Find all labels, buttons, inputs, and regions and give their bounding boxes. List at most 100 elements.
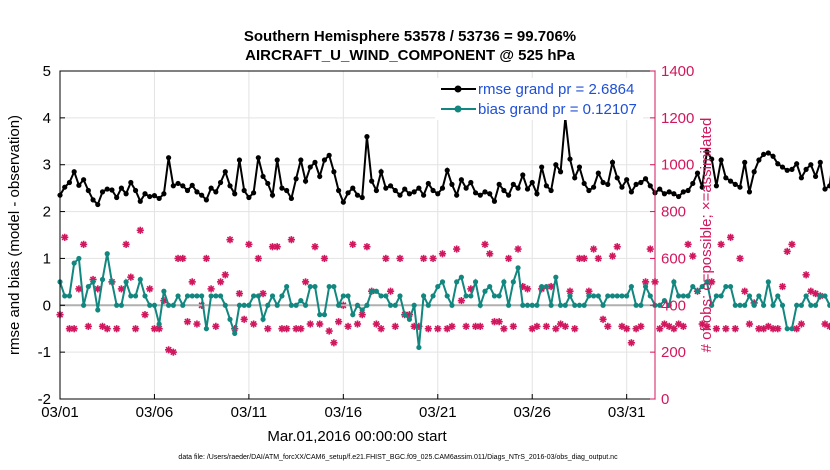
rmse-point [553, 162, 559, 168]
rmse-point [76, 182, 82, 188]
rmse-point [449, 181, 455, 187]
bias-point [279, 293, 285, 299]
y-left-tick-label: 2 [43, 204, 51, 221]
bias-point [685, 293, 691, 299]
rmse-point [312, 159, 318, 165]
bias-point [756, 293, 762, 299]
chart-title-line2: AIRCRAFT_U_WIND_COMPONENT @ 525 hPa [245, 47, 575, 64]
obs-point [193, 320, 201, 328]
bias-point [694, 288, 701, 294]
bias-point [85, 283, 91, 290]
rmse-point [123, 191, 129, 197]
obs-point [561, 322, 569, 330]
rmse-point [454, 192, 460, 198]
rmse-point [482, 189, 488, 195]
obs-point [103, 325, 111, 333]
bias-point [506, 302, 512, 308]
bias-point [288, 302, 294, 308]
obs-point [325, 327, 333, 335]
bias-point [520, 302, 526, 308]
obs-point [216, 278, 225, 286]
rmse-point [359, 194, 365, 201]
bias-point [487, 283, 493, 290]
obs-point [797, 320, 805, 328]
obs-point [722, 325, 730, 333]
rmse-series [57, 115, 830, 208]
bias-point [373, 288, 379, 294]
bias-point [477, 302, 483, 308]
obs-point [684, 240, 692, 248]
bias-point [439, 279, 446, 285]
rmse-point [170, 183, 176, 189]
bias-point [454, 279, 460, 285]
rmse-point [66, 179, 73, 186]
rmse-point [789, 166, 795, 172]
rmse-point [609, 159, 616, 165]
obs-point [627, 339, 635, 347]
bias-point [737, 302, 743, 308]
bias-point [732, 302, 738, 308]
obs-point [226, 236, 234, 244]
rmse-point [269, 192, 276, 198]
obs-point [245, 240, 253, 248]
bias-point [718, 293, 724, 299]
rmse-point [132, 187, 139, 194]
rmse-point [246, 194, 252, 201]
bias-point [364, 302, 370, 308]
rmse-point [166, 155, 172, 161]
bias-point [90, 279, 96, 285]
bias-point [709, 302, 715, 308]
obs-point [240, 315, 248, 323]
obs-point [552, 325, 560, 333]
bias-point [572, 302, 578, 308]
chart-title-line1: Southern Hemisphere 53578 / 53736 = 99.7… [244, 28, 576, 45]
rmse-point [491, 198, 498, 204]
obs-point [221, 271, 229, 279]
bias-point [81, 302, 87, 308]
y-axis-left: -2 -1 0 1 2 3 4 5 [38, 63, 65, 408]
bias-point [227, 316, 233, 322]
bias-series [57, 251, 830, 351]
rmse-point [704, 148, 710, 155]
rmse-point [383, 185, 389, 191]
bias-point [557, 302, 564, 308]
rmse-point [345, 190, 351, 196]
x-axis-label: Mar.01,2016 00:00:00 start [267, 428, 447, 445]
bias-point [175, 293, 181, 299]
bias-point [600, 302, 606, 308]
rmse-point [510, 181, 516, 187]
rmse-point [142, 191, 148, 197]
obs-point [273, 243, 281, 251]
bias-point [676, 293, 682, 299]
rmse-point [85, 187, 91, 194]
rmse-point [373, 187, 379, 194]
rmse-point [265, 180, 271, 187]
rmse-point [350, 185, 356, 191]
bias-point [775, 293, 781, 299]
bias-point [383, 293, 389, 299]
rmse-point [808, 162, 814, 168]
rmse-point [477, 192, 483, 198]
y-left-tick-label: -2 [38, 391, 51, 408]
bias-point [435, 283, 441, 290]
rmse-point [284, 187, 290, 194]
rmse-point [742, 159, 748, 165]
rmse-point [99, 189, 106, 195]
rmse-point [676, 193, 682, 200]
rmse-point [260, 173, 266, 180]
bias-point [142, 293, 148, 299]
bias-point [543, 283, 549, 290]
obs-point [353, 320, 362, 328]
obs-point [453, 245, 461, 253]
bias-point [472, 279, 479, 285]
bias-point [293, 302, 299, 308]
bias-point [633, 302, 639, 308]
rmse-point [529, 179, 535, 186]
data-file-footnote: data file: /Users/raeder/DAI/ATM_forcXX/… [178, 454, 618, 461]
bias-point [137, 276, 143, 283]
rmse-point [567, 156, 573, 162]
y-left-tick-label: 5 [43, 63, 51, 80]
bias-point [770, 302, 776, 308]
bias-point [222, 302, 228, 308]
obs-point [613, 243, 621, 251]
